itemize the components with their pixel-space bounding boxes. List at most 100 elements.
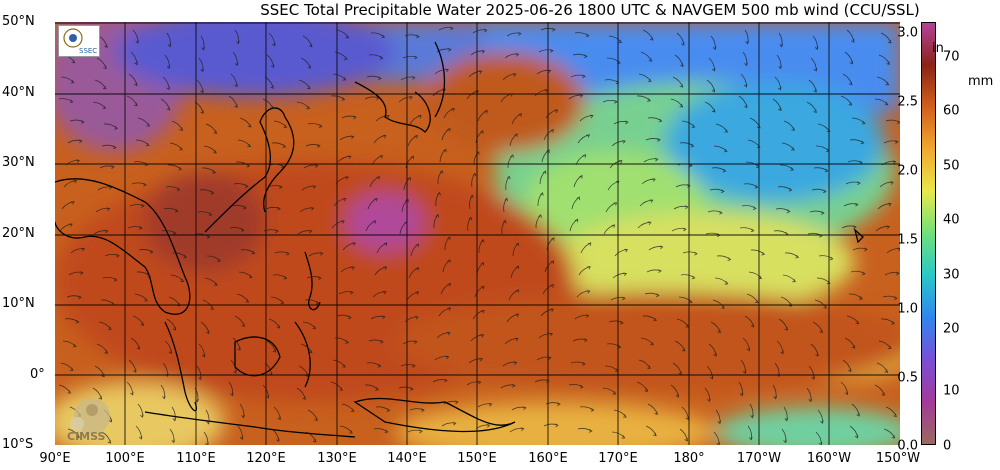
wind-arrowhead [162, 395, 166, 400]
wind-arrowhead [108, 418, 112, 423]
wind-arrowhead [380, 339, 384, 344]
svg-text:CIMSS: CIMSS [67, 430, 106, 443]
wind-arrowhead [106, 207, 111, 211]
wind-streamlines [58, 26, 900, 445]
wind-arrowhead [647, 365, 651, 369]
wind-arrowhead [550, 284, 555, 288]
wind-arrowhead [73, 180, 78, 184]
wind-arrowhead [72, 343, 77, 348]
wind-arrowhead [107, 440, 112, 444]
wind-arrowhead [414, 134, 418, 139]
wind-arrowhead [319, 252, 324, 256]
wind-arrowhead [691, 275, 696, 280]
wind-arrowhead [75, 319, 80, 324]
wind-arrowhead [70, 79, 75, 84]
wind-arrowhead [234, 62, 239, 67]
wind-arrowhead [780, 350, 784, 355]
wind-arrowhead [895, 271, 900, 276]
wind-arrowhead [659, 245, 664, 250]
wind-arrowhead [384, 429, 389, 434]
wind-arrowhead [78, 295, 82, 300]
wind-arrowhead [777, 86, 782, 91]
wind-arrowhead [308, 43, 313, 48]
wind-arrowhead [795, 254, 800, 259]
wind-arrowhead [116, 253, 120, 258]
wind-arrowhead [813, 89, 817, 93]
wind-arrowhead [386, 115, 390, 119]
wind-arrowhead [520, 427, 525, 432]
wind-arrowhead [788, 187, 793, 192]
wind-arrowhead [510, 154, 514, 158]
wind-arrowhead [270, 105, 274, 110]
wind-arrowhead [813, 109, 817, 113]
wind-arrowhead [381, 34, 386, 39]
wind-arrowhead [550, 308, 554, 312]
wind-arrowhead [691, 124, 696, 128]
wind-arrowhead [67, 390, 72, 394]
wind-arrowhead [724, 281, 729, 285]
wind-arrowhead [685, 324, 690, 328]
wind-arrowhead [414, 55, 418, 60]
wind-arrowhead [114, 126, 118, 130]
wind-arrowhead [886, 225, 891, 230]
wind-arrowhead [247, 143, 252, 148]
wind-arrowhead [509, 93, 513, 97]
colorbar-tick-mm: 70 [943, 49, 960, 65]
wind-arrowhead [653, 317, 658, 322]
colorbar-tick-mm: 20 [943, 321, 960, 337]
wind-arrowhead [656, 293, 660, 298]
wind-arrowhead [302, 396, 306, 400]
wind-arrowhead [518, 113, 523, 117]
wind-arrowhead [514, 133, 518, 137]
wind-arrowhead [515, 265, 519, 270]
wind-arrowhead [415, 267, 420, 271]
wind-arrowhead [435, 213, 440, 218]
wind-arrowhead [69, 367, 74, 371]
wind-arrowhead [778, 65, 782, 70]
wind-arrowhead [268, 372, 273, 376]
svg-text:SSEC: SSEC [79, 47, 97, 55]
wind-arrowhead [590, 408, 595, 412]
wind-arrowhead [111, 165, 115, 170]
wind-arrowhead [315, 300, 320, 305]
wind-arrowhead [844, 391, 849, 396]
wind-arrowhead [587, 242, 592, 246]
wind-arrowhead [884, 101, 889, 106]
wind-arrowhead [134, 102, 138, 107]
wind-arrowhead [890, 181, 894, 185]
wind-arrowhead [195, 398, 199, 403]
wind-arrowhead [439, 169, 444, 174]
wind-arrowhead [617, 345, 622, 349]
wind-arrowhead [788, 303, 793, 307]
wind-arrowhead [612, 391, 617, 395]
wind-arrowhead [405, 198, 409, 203]
wind-arrowhead [615, 80, 620, 85]
wind-arrowhead [437, 191, 441, 196]
wind-arrowhead [513, 361, 518, 365]
wind-arrowhead [652, 178, 656, 182]
wind-arrowhead [512, 73, 517, 77]
wind-arrowhead [684, 205, 689, 210]
wind-arrowhead [727, 257, 732, 261]
wind-arrowhead [786, 209, 791, 214]
wind-arrowhead [208, 212, 213, 217]
wind-arrowhead [589, 114, 594, 119]
wind-arrowhead [582, 361, 586, 366]
wind-arrowhead [897, 120, 900, 125]
wind-arrowhead [280, 300, 285, 304]
wind-arrowhead [550, 129, 554, 133]
wind-arrowhead [217, 258, 221, 262]
wind-arrowhead [479, 357, 484, 362]
wind-arrowhead [579, 94, 584, 98]
wind-arrowhead [213, 130, 218, 134]
wind-arrowhead [234, 104, 238, 109]
wind-arrowhead [746, 347, 750, 352]
wind-arrowhead [198, 376, 202, 381]
wind-arrowhead [178, 166, 183, 171]
wind-arrowhead [166, 107, 171, 111]
wind-arrowhead [711, 108, 716, 113]
lat-label-20n: 20°N [2, 226, 35, 241]
wind-arrowhead [305, 373, 309, 378]
wind-arrowhead [201, 353, 206, 358]
wind-arrowhead [104, 44, 108, 49]
